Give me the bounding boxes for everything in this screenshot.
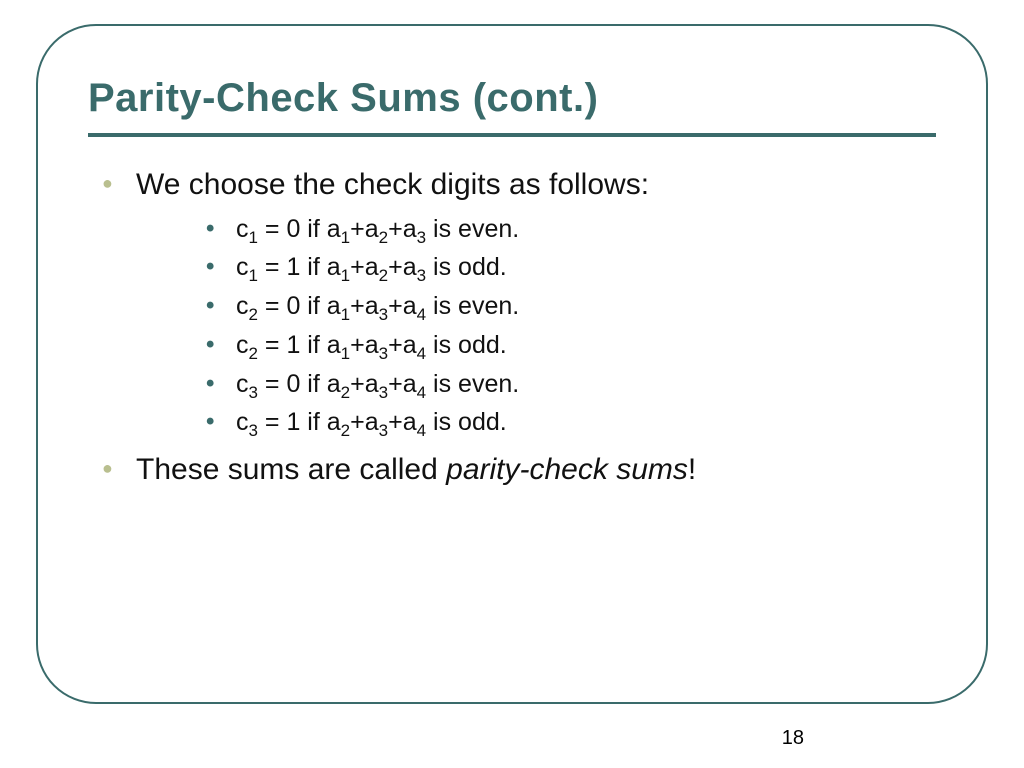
bullet-level1: We choose the check digits as follows: c… [88, 165, 936, 442]
bullet-level2: c1 = 1 if a1+a2+a3 is odd. [136, 248, 936, 287]
bullet-level2: c2 = 0 if a1+a3+a4 is even. [136, 287, 936, 326]
bullet-list: We choose the check digits as follows: c… [88, 165, 936, 491]
bullet-level2: c3 = 0 if a2+a3+a4 is even. [136, 365, 936, 404]
bullet-level2: c3 = 1 if a2+a3+a4 is odd. [136, 403, 936, 442]
bullet-level1: These sums are called parity-check sums! [88, 450, 936, 491]
bullet-text: We choose the check digits as follows: [136, 168, 649, 201]
title-underline [88, 133, 936, 137]
bullet-text-italic: parity-check sums [446, 453, 688, 486]
slide-title: Parity-Check Sums (cont.) [88, 76, 936, 127]
page-number: 18 [782, 727, 804, 750]
sub-bullet-list: c1 = 0 if a1+a2+a3 is even.c1 = 1 if a1+… [136, 210, 936, 443]
bullet-level2: c2 = 1 if a1+a3+a4 is odd. [136, 326, 936, 365]
bullet-level2: c1 = 0 if a1+a2+a3 is even. [136, 210, 936, 249]
slide-frame: Parity-Check Sums (cont.) We choose the … [36, 24, 988, 704]
bullet-text-pre: These sums are called [136, 453, 446, 486]
bullet-text-post: ! [688, 453, 696, 486]
